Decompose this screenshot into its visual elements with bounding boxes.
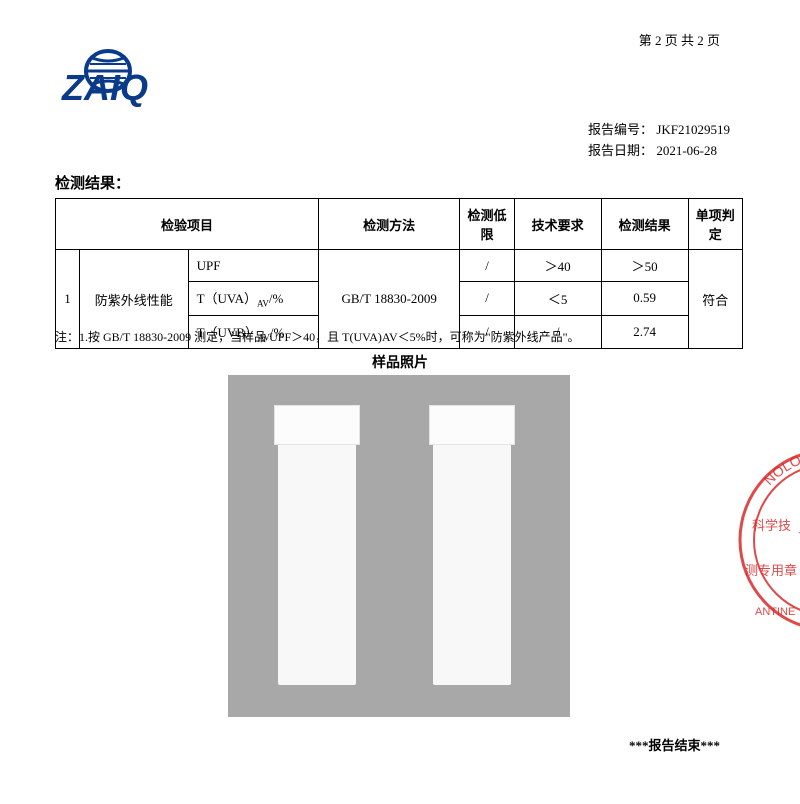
page-indicator: 第 2 页 共 2 页	[639, 30, 720, 49]
cell-req: ＜5	[514, 282, 601, 316]
section-title: 检测结果：	[55, 172, 130, 193]
report-info: 报告编号： JKF21029519 报告日期： 2021-06-28	[588, 120, 730, 162]
report-number-value: JKF21029519	[656, 122, 730, 137]
sample-sleeve-left	[278, 405, 356, 685]
header-judge: 单项判定	[688, 199, 742, 250]
report-date-value: 2021-06-28	[656, 143, 717, 158]
svg-text:NOLOGY R: NOLOGY R	[760, 446, 800, 488]
svg-text:科学技: 科学技	[752, 518, 791, 533]
sample-sleeve-right	[433, 405, 511, 685]
cell-sub: T（UVA）AV/%	[188, 282, 318, 316]
cell-result: 0.59	[601, 282, 688, 316]
svg-text:ANTINE: ANTINE	[755, 606, 795, 618]
header-method: 检测方法	[319, 199, 460, 250]
cell-limit: /	[460, 250, 514, 282]
cell-sub: UPF	[188, 250, 318, 282]
note-text: 注：1.按 GB/T 18830-2009 测定，当样品 UPF＞40，且 T(…	[55, 328, 743, 345]
cell-result: ＞50	[601, 250, 688, 282]
report-number-label: 报告编号：	[588, 122, 653, 137]
svg-text:测专用章: 测专用章	[745, 563, 797, 578]
test-results-table: 检验项目 检测方法 检测低限 技术要求 检测结果 单项判定 1 防紫外线性能 U…	[55, 198, 743, 349]
header-req: 技术要求	[514, 199, 601, 250]
table-row: 1 防紫外线性能 UPF GB/T 18830-2009 / ＞40 ＞50 符…	[56, 250, 743, 282]
header-result: 检测结果	[601, 199, 688, 250]
report-date-label: 报告日期：	[588, 143, 653, 158]
cell-req: ＞40	[514, 250, 601, 282]
sample-photo-title: 样品照片	[0, 352, 800, 372]
report-end: ***报告结束***	[629, 735, 720, 754]
logo: ZAIQ	[60, 45, 220, 120]
table-header-row: 检验项目 检测方法 检测低限 技术要求 检测结果 单项判定	[56, 199, 743, 250]
sample-photo	[228, 375, 570, 717]
cell-limit: /	[460, 282, 514, 316]
header-item: 检验项目	[56, 199, 319, 250]
header-limit: 检测低限	[460, 199, 514, 250]
svg-text:ZAIQ: ZAIQ	[61, 67, 148, 108]
stamp-seal: NOLOGY R 科学技 测专用章 ANTINE	[690, 440, 800, 640]
